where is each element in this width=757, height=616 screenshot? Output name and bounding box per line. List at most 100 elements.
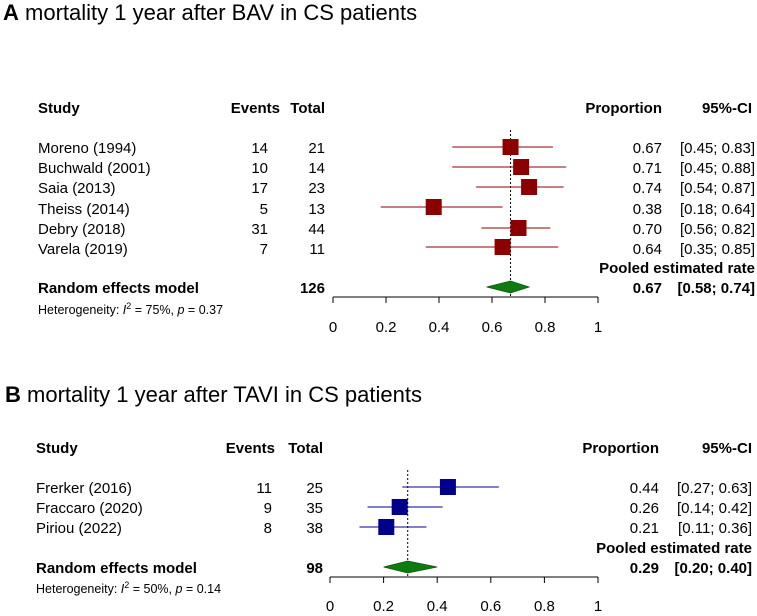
study-events: 9 — [264, 500, 272, 517]
panel-b-title-text: mortality 1 year after TAVI in CS patien… — [27, 382, 422, 407]
het-i2-letter: I — [123, 303, 127, 317]
pooled-rate-label: Pooled estimated rate — [599, 260, 755, 277]
x-axis-tick-label: 1 — [594, 598, 602, 615]
panel-a-letter: A — [3, 0, 19, 25]
x-axis-tick-label: 0.8 — [535, 319, 556, 336]
study-square — [510, 220, 527, 236]
het-prefix: Heterogeneity: — [36, 582, 121, 596]
study-row: Fraccaro (2020) 9 35 0.26 [0.14; 0.42] — [36, 500, 752, 517]
study-name: Varela (2019) — [38, 241, 128, 258]
panel-b-letter: B — [5, 382, 21, 407]
study-row: Buchwald (2001) 10 14 0.71 [0.45; 0.88] — [38, 160, 755, 177]
header-proportion: Proportion — [582, 440, 659, 457]
study-proportion: 0.38 — [633, 201, 662, 218]
study-total: 25 — [306, 480, 323, 497]
heterogeneity-text: Heterogeneity: I2 = 75%, p = 0.37 — [38, 301, 223, 317]
study-events: 11 — [256, 480, 272, 497]
x-axis-tick-label: 0.2 — [373, 598, 394, 615]
study-proportion: 0.64 — [633, 241, 662, 258]
panel-b-title: B mortality 1 year after TAVI in CS pati… — [5, 382, 422, 407]
study-ci: [0.18; 0.64] — [680, 201, 755, 218]
pooled-model-label: Random effects model — [36, 560, 197, 577]
header-study: Study — [38, 100, 80, 117]
het-i2-value: = 75%, — [131, 303, 177, 317]
study-events: 7 — [260, 241, 268, 258]
study-square — [391, 499, 408, 515]
study-proportion: 0.26 — [630, 500, 659, 517]
study-square — [502, 139, 519, 155]
study-ci: [0.11; 0.36] — [678, 520, 752, 537]
panel-a: A mortality 1 year after BAV in CS patie… — [3, 0, 755, 336]
study-proportion: 0.74 — [633, 180, 662, 197]
study-events: 5 — [260, 201, 268, 218]
het-i2-sup: 2 — [124, 580, 129, 590]
study-square — [513, 159, 530, 175]
study-name: Frerker (2016) — [36, 480, 132, 497]
study-events: 10 — [251, 160, 268, 177]
study-events: 31 — [251, 221, 268, 238]
study-row: Theiss (2014) 5 13 0.38 [0.18; 0.64] — [38, 201, 755, 218]
x-axis-tick-label: 0.6 — [482, 319, 503, 336]
study-ci: [0.45; 0.83] — [680, 140, 755, 157]
study-proportion: 0.70 — [633, 221, 662, 238]
study-total: 14 — [308, 160, 325, 177]
study-row: Debry (2018) 31 44 0.70 [0.56; 0.82] — [38, 221, 755, 238]
het-i2-letter: I — [121, 582, 125, 596]
study-total: 11 — [309, 241, 325, 258]
study-ci: [0.56; 0.82] — [680, 221, 755, 238]
forest-plot-area-b: 0 0.2 0.4 0.6 0.8 1 — [326, 470, 602, 615]
x-axis-tick-label: 0.8 — [534, 598, 555, 615]
study-row: Varela (2019) 7 11 0.64 [0.35; 0.85] — [38, 241, 755, 258]
x-axis-tick-label: 0.4 — [429, 319, 450, 336]
study-name: Buchwald (2001) — [38, 160, 151, 177]
study-name: Theiss (2014) — [38, 201, 130, 218]
study-events: 14 — [251, 140, 268, 157]
x-axis-tick-label: 0.2 — [376, 319, 397, 336]
pooled-diamond — [383, 560, 438, 574]
study-total: 21 — [308, 140, 325, 157]
study-events: 17 — [251, 180, 268, 197]
header-events: Events — [226, 440, 275, 457]
study-total: 38 — [306, 520, 323, 537]
header-study: Study — [36, 440, 78, 457]
pooled-ci: [0.58; 0.74] — [677, 280, 755, 297]
study-proportion: 0.67 — [633, 140, 662, 157]
pooled-total: 98 — [306, 560, 323, 577]
panel-a-title: A mortality 1 year after BAV in CS patie… — [3, 0, 417, 25]
het-prefix: Heterogeneity: — [38, 303, 123, 317]
study-square — [378, 519, 395, 535]
study-square — [521, 179, 538, 195]
pooled-rate-label: Pooled estimated rate — [596, 540, 752, 557]
study-row: Piriou (2022) 8 38 0.21 [0.11; 0.36] — [36, 520, 752, 537]
header-total: Total — [290, 100, 325, 117]
study-total: 44 — [308, 221, 325, 238]
pooled-model-label: Random effects model — [38, 280, 199, 297]
panel-a-title-text: mortality 1 year after BAV in CS patient… — [25, 0, 417, 25]
study-row: Moreno (1994) 14 21 0.67 [0.45; 0.83] — [38, 140, 755, 157]
study-ci: [0.54; 0.87] — [680, 180, 755, 197]
header-ci: 95%-CI — [702, 100, 752, 117]
study-total: 13 — [308, 201, 325, 218]
pooled-proportion: 0.67 — [633, 280, 662, 297]
header-total: Total — [288, 440, 323, 457]
study-ci: [0.45; 0.88] — [680, 160, 755, 177]
het-p-letter: p — [177, 303, 185, 317]
het-p-value: = 0.14 — [182, 582, 221, 596]
pooled-total: 126 — [300, 280, 325, 297]
header-events: Events — [231, 100, 280, 117]
pooled-diamond — [486, 280, 531, 294]
x-axis-tick-label: 1 — [594, 319, 602, 336]
x-axis-tick-label: 0 — [326, 598, 334, 615]
heterogeneity-text: Heterogeneity: I2 = 50%, p = 0.14 — [36, 580, 221, 596]
study-square — [494, 239, 511, 255]
study-name: Saia (2013) — [38, 180, 116, 197]
study-square — [425, 199, 442, 215]
pooled-proportion: 0.29 — [630, 560, 659, 577]
het-p-value: = 0.37 — [184, 303, 223, 317]
het-p-letter: p — [175, 582, 183, 596]
study-name: Moreno (1994) — [38, 140, 136, 157]
header-proportion: Proportion — [585, 100, 662, 117]
study-proportion: 0.44 — [630, 480, 659, 497]
study-proportion: 0.71 — [633, 160, 662, 177]
